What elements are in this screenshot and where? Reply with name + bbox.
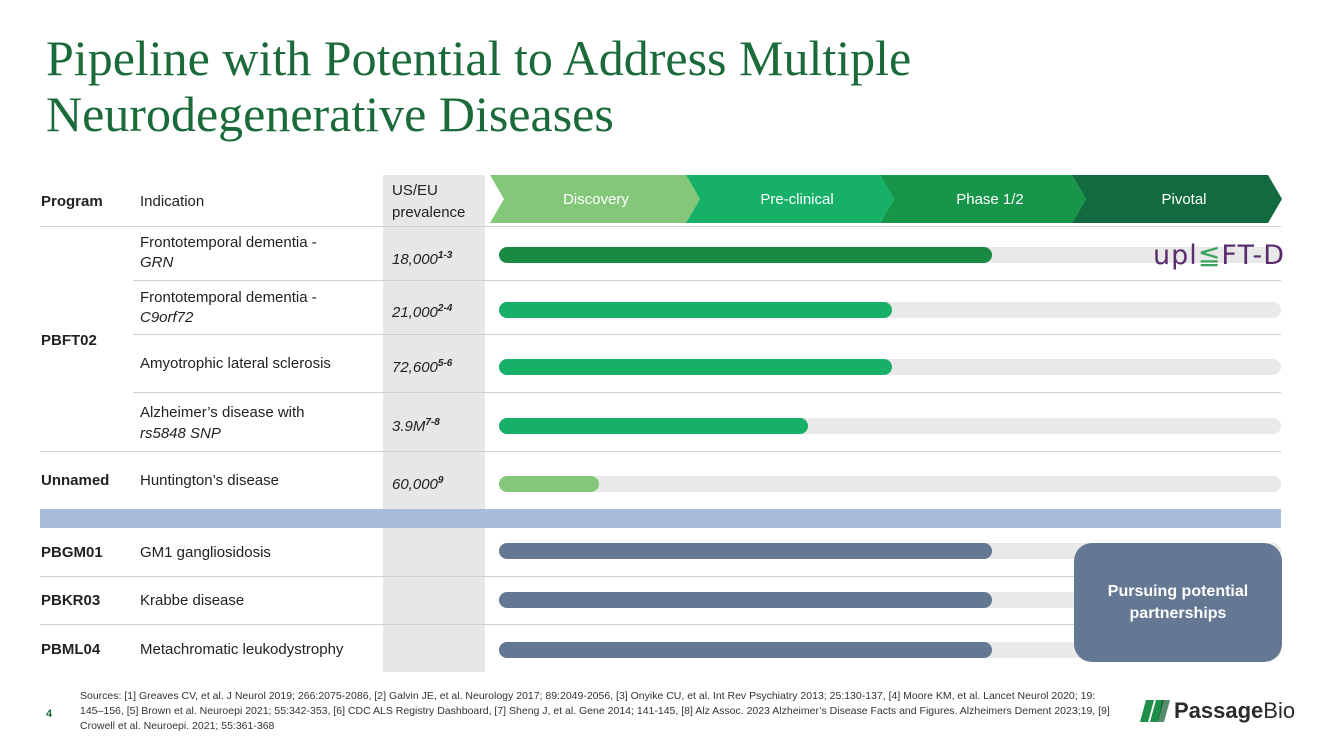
row-divider <box>40 576 1281 577</box>
page-number: 4 <box>46 708 53 720</box>
program-pbkr03: PBKR03 <box>41 592 101 609</box>
program-unnamed: Unnamed <box>41 472 110 489</box>
header-indication: Indication <box>140 193 205 210</box>
progress-bar-als <box>499 359 892 375</box>
phase-chevron-phase12 <box>880 175 1086 223</box>
prevalence-value: 3.9M7-8 <box>392 417 440 435</box>
indication-line2: rs5848 SNP <box>140 425 221 442</box>
prevalence-column <box>383 175 485 672</box>
indication-line1: Huntington’s disease <box>140 472 279 489</box>
passagebio-logo: PassageBio <box>1140 696 1295 726</box>
dna-icon: ≦ <box>1197 240 1222 271</box>
phase-label-phase12: Phase 1/2 <box>956 190 1024 208</box>
row-divider <box>133 280 1281 281</box>
indication-gm1: GM1 gangliosidosis <box>140 544 271 561</box>
program-pbft02: PBFT02 <box>41 332 97 349</box>
header-program: Program <box>41 193 103 210</box>
phase-chevron-bar <box>490 175 1282 223</box>
row-divider <box>40 226 1281 227</box>
row-divider <box>133 334 1281 335</box>
progress-bar-mld <box>499 642 992 658</box>
phase-label-preclinical: Pre-clinical <box>760 190 834 208</box>
header-prevalence-line1: US/EU <box>392 182 438 199</box>
page-title: Pipeline with Potential to Address Multi… <box>46 30 912 142</box>
indication-line1: Frontotemporal dementia - <box>140 289 317 306</box>
progress-bar-ftd-c9orf72 <box>499 302 892 318</box>
prevalence-value: 18,0001-3 <box>392 250 453 268</box>
phase-chevron-discovery <box>490 175 700 223</box>
row-divider <box>40 451 1281 452</box>
sources-footnote: Sources: [1] Greaves CV, et al. J Neurol… <box>80 690 1110 732</box>
indication-mld: Metachromatic leukodystrophy <box>140 641 344 658</box>
progress-bar-ftd-grn <box>499 247 992 263</box>
prevalence-value: 72,6005-6 <box>392 358 453 376</box>
row-divider <box>133 392 1281 393</box>
phase-label-discovery: Discovery <box>563 190 629 208</box>
indication-line2: C9orf72 <box>140 309 194 326</box>
passagebio-mark-icon <box>1140 700 1170 722</box>
uplift-d-logo: upl≦FT-D <box>1153 240 1285 271</box>
program-pbgm01: PBGM01 <box>41 544 103 561</box>
progress-track <box>499 476 1281 492</box>
prevalence-value: 21,0002-4 <box>392 303 453 321</box>
phase-chevron-pivotal <box>1072 175 1282 223</box>
indication-line1: Amyotrophic lateral sclerosis <box>140 355 331 372</box>
phase-chevron-preclinical <box>686 175 894 223</box>
progress-bar-huntingtons <box>499 476 599 492</box>
indication-line1: Alzheimer’s disease with <box>140 404 305 421</box>
phase-label-pivotal: Pivotal <box>1161 190 1207 208</box>
progress-bar-alzheimers <box>499 418 808 434</box>
prevalence-value: 60,0009 <box>392 475 444 493</box>
progress-bar-krabbe <box>499 592 992 608</box>
program-pbml04: PBML04 <box>41 641 101 658</box>
section-separator <box>40 509 1281 528</box>
indication-krabbe: Krabbe disease <box>140 592 245 609</box>
indication-line2: GRN <box>140 254 174 271</box>
header-prevalence-line2: prevalence <box>392 204 466 221</box>
partnerships-callout: Pursuing potential partnerships <box>1074 543 1282 662</box>
progress-bar-gm1 <box>499 543 992 559</box>
row-divider <box>40 624 1281 625</box>
indication-line1: Frontotemporal dementia - <box>140 234 317 251</box>
